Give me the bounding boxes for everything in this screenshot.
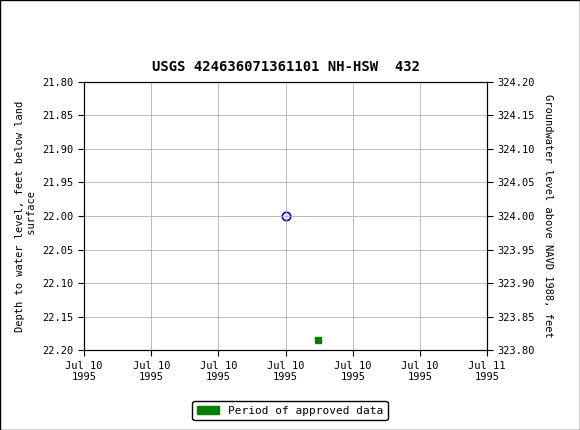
Title: USGS 424636071361101 NH-HSW  432: USGS 424636071361101 NH-HSW 432 <box>151 60 420 74</box>
Y-axis label: Groundwater level above NAVD 1988, feet: Groundwater level above NAVD 1988, feet <box>543 94 553 338</box>
Text: USGS: USGS <box>38 11 93 29</box>
Legend: Period of approved data: Period of approved data <box>193 401 387 420</box>
Y-axis label: Depth to water level, feet below land
 surface: Depth to water level, feet below land su… <box>15 101 37 332</box>
